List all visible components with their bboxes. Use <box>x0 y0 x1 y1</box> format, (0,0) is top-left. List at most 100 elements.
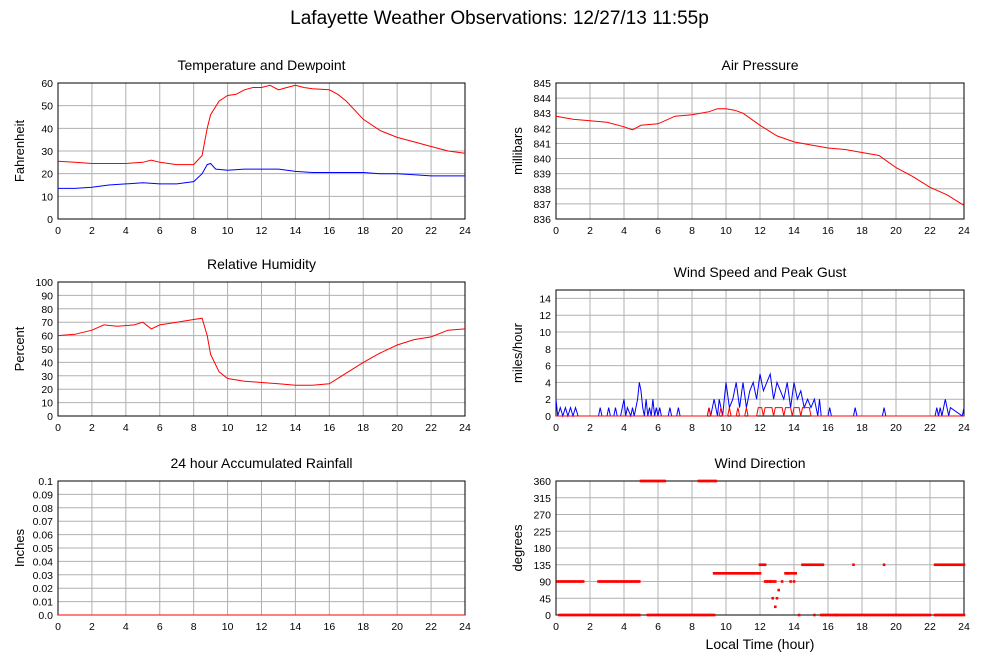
data-point <box>751 572 755 575</box>
x-tick-label: 16 <box>323 422 335 434</box>
data-point <box>916 613 920 617</box>
data-point <box>559 580 563 583</box>
y-tick-label: 0.05 <box>33 543 54 555</box>
data-point <box>758 563 762 567</box>
data-point <box>709 479 712 483</box>
y-tick-label: 315 <box>533 493 551 505</box>
data-point <box>789 580 792 583</box>
data-point <box>949 563 952 567</box>
data-point <box>808 563 811 567</box>
data-point <box>961 563 964 567</box>
x-tick-label: 2 <box>587 225 593 237</box>
data-point <box>706 613 709 617</box>
data-point <box>719 572 723 575</box>
data-point <box>564 613 568 617</box>
data-point <box>680 613 684 617</box>
x-tick-label: 10 <box>720 422 732 434</box>
x-tick-label: 10 <box>222 422 234 434</box>
data-point <box>629 580 633 583</box>
data-point <box>648 479 651 483</box>
data-point <box>707 613 711 617</box>
data-point <box>940 563 944 567</box>
plot-frame <box>57 281 466 417</box>
data-point <box>615 580 619 583</box>
data-point <box>809 563 813 567</box>
data-point <box>602 613 605 617</box>
y-tick-label: 0.04 <box>33 556 54 568</box>
data-point <box>811 563 814 567</box>
data-point <box>598 613 602 617</box>
data-point <box>920 613 923 617</box>
data-point <box>935 563 939 567</box>
data-point <box>700 479 704 483</box>
data-point <box>792 580 796 583</box>
x-tick-label: 24 <box>958 422 970 434</box>
data-point <box>955 563 959 567</box>
y-tick-label: 225 <box>533 526 551 538</box>
data-point <box>588 613 592 617</box>
y-tick-label: 0 <box>545 610 551 622</box>
y-tick-label: 6 <box>545 361 551 373</box>
y-tick-label: 836 <box>533 214 551 226</box>
x-tick-label: 2 <box>89 422 95 434</box>
data-point <box>942 563 945 567</box>
data-point <box>692 613 695 617</box>
data-point <box>757 572 760 575</box>
data-point <box>923 613 927 617</box>
data-point <box>607 580 610 583</box>
chart-title: Air Pressure <box>721 57 798 73</box>
series-line <box>58 162 465 189</box>
x-tick-label: 12 <box>754 225 766 237</box>
data-point <box>893 613 896 617</box>
data-point <box>714 572 718 575</box>
data-point <box>933 563 937 567</box>
data-point <box>911 613 915 617</box>
x-tick-label: 4 <box>621 422 627 434</box>
data-point <box>559 613 563 617</box>
data-point <box>590 613 593 617</box>
x-tick-label: 24 <box>459 225 471 237</box>
data-point <box>723 572 726 575</box>
y-tick-label: 10 <box>41 398 53 410</box>
data-point <box>711 479 714 483</box>
data-point <box>864 613 867 617</box>
data-point <box>685 613 689 617</box>
x-tick-label: 22 <box>425 422 437 434</box>
x-tick-label: 0 <box>553 225 559 237</box>
data-point <box>622 580 626 583</box>
data-point <box>558 580 561 583</box>
data-point <box>585 613 588 617</box>
data-point <box>942 613 945 617</box>
data-point <box>777 588 780 592</box>
data-point <box>668 613 672 617</box>
data-point <box>954 563 957 567</box>
data-point <box>712 572 716 575</box>
data-point <box>933 613 937 617</box>
data-point <box>627 580 631 583</box>
data-point <box>697 613 701 617</box>
data-point <box>631 613 634 617</box>
y-tick-label: 840 <box>533 154 551 166</box>
data-point <box>945 563 949 567</box>
x-tick-label: 20 <box>890 422 902 434</box>
data-point <box>813 613 816 617</box>
data-point <box>561 613 565 617</box>
plot-frame <box>555 289 965 417</box>
data-point <box>869 613 872 617</box>
data-point <box>785 572 789 575</box>
data-point <box>649 479 653 483</box>
data-point <box>648 613 651 617</box>
y-tick-label: 0.02 <box>33 583 54 595</box>
data-point <box>825 613 828 617</box>
y-tick-label: 20 <box>41 384 53 396</box>
y-tick-label: 0 <box>47 214 53 226</box>
data-point <box>699 613 702 617</box>
y-tick-label: 0.1 <box>38 476 53 488</box>
data-point <box>653 613 656 617</box>
x-tick-label: 6 <box>655 422 661 434</box>
y-axis-label: Fahrenheit <box>12 120 27 183</box>
data-point <box>605 580 609 583</box>
data-point <box>821 613 825 617</box>
y-tick-label: 50 <box>41 344 53 356</box>
